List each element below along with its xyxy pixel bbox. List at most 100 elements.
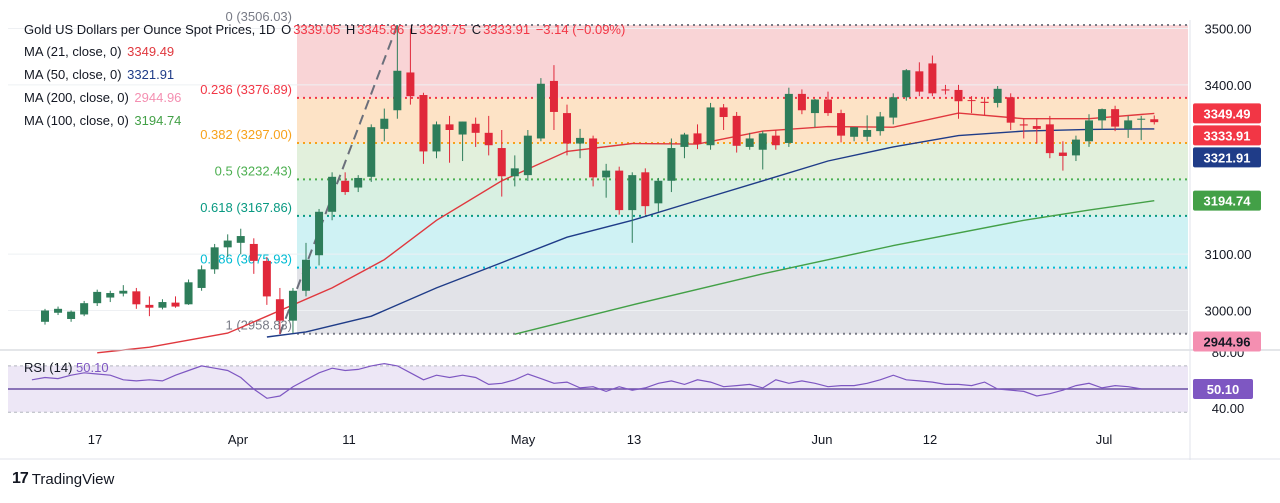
- rsi-value-badge-text: 50.10: [1207, 382, 1240, 397]
- candle-body: [315, 211, 324, 256]
- candle: [523, 130, 532, 181]
- ma50-line: [266, 128, 1155, 338]
- price-label-text: 3194.74: [1204, 194, 1252, 209]
- candle-body: [354, 177, 363, 188]
- candle-body: [1098, 109, 1107, 121]
- candle: [497, 130, 506, 197]
- candle-body: [784, 93, 793, 143]
- candle-body: [680, 134, 689, 147]
- candle-body: [1032, 126, 1041, 129]
- ohlc-c-label: C: [471, 22, 482, 37]
- brand-name: TradingView: [31, 470, 115, 488]
- ma-legend-21[interactable]: MA (21, close, 0) 3349.49: [24, 44, 176, 59]
- candle-body: [876, 116, 885, 132]
- candle: [1006, 93, 1015, 130]
- candle: [145, 296, 154, 317]
- candle-body: [928, 63, 937, 94]
- fib-zone: [297, 179, 1188, 216]
- candle: [693, 124, 702, 150]
- candle-body: [837, 113, 846, 136]
- candle: [549, 65, 558, 130]
- symbol-title: Gold US Dollars per Ounce Spot Prices, 1…: [24, 22, 276, 37]
- candle: [576, 128, 585, 159]
- candle-body: [341, 180, 350, 193]
- candle: [654, 177, 663, 212]
- candle-body: [589, 138, 598, 178]
- fib-label: 0 (3506.03): [226, 9, 293, 24]
- candle-body: [1124, 120, 1133, 129]
- fib-label: 0.382 (3297.00): [200, 127, 292, 142]
- candle: [928, 55, 937, 97]
- candle-body: [145, 304, 154, 308]
- candle-body: [510, 168, 519, 177]
- fib-zone: [297, 267, 1188, 334]
- candle: [419, 92, 428, 164]
- candle: [954, 84, 963, 119]
- candle: [745, 132, 754, 150]
- candle: [915, 62, 924, 97]
- time-tick: 11: [342, 432, 356, 447]
- candle: [445, 115, 454, 163]
- price-tick: 3100.00: [1205, 247, 1252, 262]
- rsi-value-badge: [1193, 379, 1253, 400]
- candle: [367, 124, 376, 182]
- fib-label: 0.5 (3232.43): [215, 163, 292, 178]
- candle: [1058, 141, 1067, 171]
- ma-legend-value: 3194.74: [134, 113, 182, 128]
- candle: [1137, 115, 1146, 141]
- chart-header: Gold US Dollars per Ounce Spot Prices, 1…: [24, 22, 627, 37]
- candle-body: [654, 180, 663, 204]
- candle: [171, 296, 180, 308]
- candle: [589, 135, 598, 187]
- fib-zones: [297, 25, 1188, 334]
- candle-body: [915, 71, 924, 92]
- candle-body: [262, 260, 271, 297]
- time-tick: 13: [627, 432, 641, 447]
- candle: [1111, 105, 1120, 132]
- candle-body: [1058, 152, 1067, 156]
- fib-zone: [297, 25, 1188, 98]
- candle: [380, 108, 389, 142]
- ma21-line: [97, 112, 1155, 354]
- candle-body: [445, 124, 454, 130]
- tradingview-brand[interactable]: 17 TradingView: [12, 470, 114, 488]
- candle: [275, 287, 284, 335]
- candle-body: [471, 123, 480, 133]
- candle: [80, 300, 89, 317]
- candle: [393, 25, 402, 119]
- candle-body: [576, 137, 585, 144]
- ohlc-h: 3345.86: [357, 22, 405, 37]
- ma-legend-50[interactable]: MA (50, close, 0) 3321.91: [24, 67, 176, 82]
- fib-zone: [297, 97, 1188, 143]
- candle: [719, 104, 728, 130]
- candle: [993, 86, 1002, 108]
- candle: [771, 130, 780, 150]
- price-labels: 3349.49 3333.91 3321.91 3194.74 2944.96: [1193, 103, 1261, 352]
- candle: [93, 289, 102, 306]
- ma-legend-value: 3349.49: [127, 44, 175, 59]
- candle-body: [1137, 118, 1146, 120]
- candle: [1085, 114, 1093, 147]
- candle-body: [667, 148, 676, 181]
- ma-legend-200[interactable]: MA (200, close, 0) 2944.96: [24, 90, 183, 105]
- candle-body: [497, 148, 506, 177]
- candle-body: [628, 175, 637, 211]
- candle: [484, 115, 493, 156]
- candle-body: [563, 113, 571, 144]
- price-label-badge: [1193, 103, 1261, 124]
- candle-body: [980, 101, 989, 103]
- candle-body: [458, 121, 467, 135]
- candle-body: [249, 243, 258, 261]
- candle: [837, 109, 846, 143]
- ma-legend-value: 2944.96: [134, 90, 182, 105]
- ma-legend-label: MA (100, close, 0): [24, 113, 129, 128]
- candle: [1098, 108, 1107, 130]
- price-tick: 3400.00: [1205, 78, 1252, 93]
- candle-body: [393, 70, 402, 111]
- candle-body: [1019, 124, 1028, 126]
- ma-legend-100[interactable]: MA (100, close, 0) 3194.74: [24, 113, 183, 128]
- candle-body: [132, 291, 141, 305]
- candle: [1032, 118, 1041, 144]
- price-tick: 3000.00: [1205, 304, 1252, 319]
- price-tick: 3500.00: [1205, 21, 1252, 36]
